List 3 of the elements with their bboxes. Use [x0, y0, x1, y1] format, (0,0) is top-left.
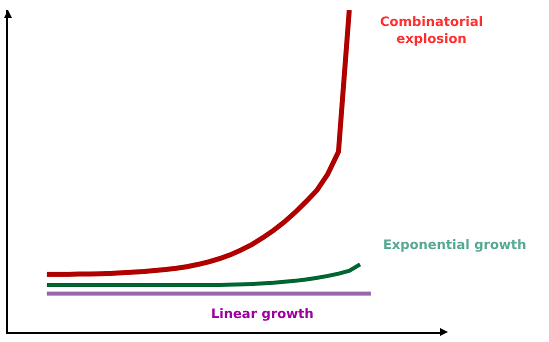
series-label: Exponential growth [383, 238, 526, 253]
text: Combinatorial explosion [380, 15, 484, 47]
series-label: Linear growth [211, 307, 314, 322]
